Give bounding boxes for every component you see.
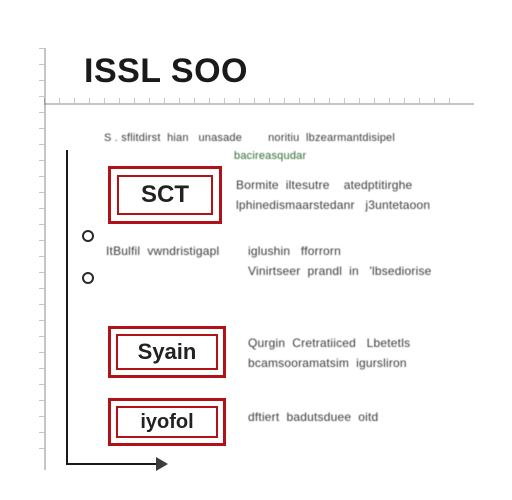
- desc-d8: dftiert badutsduee oitd: [248, 410, 378, 425]
- desc-d4: iglushin fforrorn: [248, 244, 341, 259]
- left-rail-tick: [39, 352, 44, 353]
- desc-d7: bcamsooramatsim igursliron: [248, 356, 407, 371]
- header-rule-tick: [239, 98, 240, 103]
- left-rail-tick: [39, 336, 44, 337]
- left-rail-tick: [39, 400, 44, 401]
- left-rail-tick: [39, 96, 44, 97]
- header-rule-tick: [359, 98, 360, 103]
- left-rail-tick: [39, 48, 44, 49]
- flow-node-dot: [82, 230, 94, 242]
- desc-d0b: bacireasqudar: [234, 150, 306, 164]
- desc-d0: S . sflitdirst hian unasade noritiu lbze…: [104, 132, 395, 146]
- header-rule-tick: [284, 98, 285, 103]
- header-rule-tick: [89, 98, 90, 103]
- header-rule: [44, 103, 474, 105]
- desc-d5: Vinirtseer prandl in 'lbsediorise: [248, 264, 432, 279]
- header-rule-tick: [254, 98, 255, 103]
- left-rail-tick: [39, 224, 44, 225]
- left-rail-tick: [39, 384, 44, 385]
- header-rule-tick: [224, 98, 225, 103]
- left-rail-tick: [39, 80, 44, 81]
- left-rail-tick: [39, 176, 44, 177]
- box-syain-inner: Syain: [116, 334, 218, 370]
- left-rail-tick: [39, 240, 44, 241]
- header-rule-tick: [269, 98, 270, 103]
- left-rail-tick: [39, 272, 44, 273]
- left-rail-tick: [39, 112, 44, 113]
- box-iyofol-inner: iyofol: [116, 406, 218, 438]
- header-rule-tick: [134, 98, 135, 103]
- header-rule-tick: [149, 98, 150, 103]
- header-rule-tick: [209, 98, 210, 103]
- header-rule-tick: [389, 98, 390, 103]
- left-rail-tick: [39, 288, 44, 289]
- header-rule-tick: [329, 98, 330, 103]
- left-rail-tick: [39, 160, 44, 161]
- header-rule-tick: [164, 98, 165, 103]
- header-rule-tick: [344, 98, 345, 103]
- header-rule-tick: [404, 98, 405, 103]
- header-rule-tick: [374, 98, 375, 103]
- desc-d6: Qurgin Cretratiiced Lbetetls: [248, 336, 410, 351]
- box-syain-label: Syain: [138, 339, 197, 365]
- box-iyofol: iyofol: [108, 398, 226, 446]
- left-rail-tick: [39, 416, 44, 417]
- diagram-title: ISSL SOO: [84, 52, 248, 91]
- header-rule-tick: [59, 98, 60, 103]
- left-rail-tick: [39, 208, 44, 209]
- box-iyofol-label: iyofol: [140, 411, 193, 434]
- header-rule-tick: [434, 98, 435, 103]
- desc-d1: Bormite iltesutre atedptitirghe: [236, 178, 412, 193]
- box-syain: Syain: [108, 326, 226, 378]
- header-rule-tick: [419, 98, 420, 103]
- flow-axis-vertical: [66, 150, 68, 465]
- left-rail-tick: [39, 144, 44, 145]
- header-rule-tick: [449, 98, 450, 103]
- header-rule-tick: [104, 98, 105, 103]
- box-sct-label: SCT: [141, 181, 189, 209]
- left-rail-tick: [39, 320, 44, 321]
- box-sct: SCT: [108, 166, 222, 224]
- flow-axis-horizontal: [66, 463, 156, 465]
- header-rule-tick: [299, 98, 300, 103]
- flow-arrow-icon: [156, 457, 168, 471]
- left-rail-tick: [39, 368, 44, 369]
- left-rail-tick: [39, 304, 44, 305]
- flow-node-dot: [82, 272, 94, 284]
- header-rule-tick: [314, 98, 315, 103]
- header-rule-tick: [119, 98, 120, 103]
- header-rule-tick: [179, 98, 180, 103]
- left-rail-tick: [39, 432, 44, 433]
- left-rail-tick: [39, 256, 44, 257]
- desc-d2: lphinedismaarstedanr j3untetaoon: [236, 198, 430, 213]
- left-rail-tick: [39, 192, 44, 193]
- left-rail-tick: [39, 448, 44, 449]
- left-rail: [44, 48, 46, 470]
- left-rail-tick: [39, 128, 44, 129]
- header-rule-tick: [74, 98, 75, 103]
- header-rule-tick: [194, 98, 195, 103]
- box-sct-inner: SCT: [117, 175, 213, 215]
- desc-d3: ItBulfil vwndristigapl: [106, 244, 219, 259]
- left-rail-tick: [39, 64, 44, 65]
